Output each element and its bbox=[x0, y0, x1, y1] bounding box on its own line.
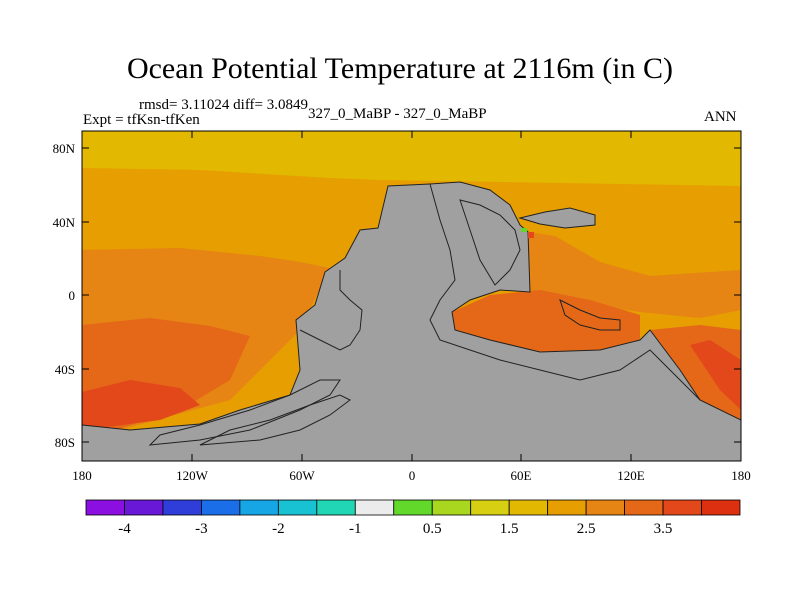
map-title: Ocean Potential Temperature at 2116m (in… bbox=[126, 52, 674, 85]
lon-label-120w: 120W bbox=[176, 468, 209, 483]
land-mass bbox=[81, 181, 742, 462]
lat-label-40n: 40N bbox=[53, 215, 76, 230]
colorbar-label: -2 bbox=[272, 521, 285, 537]
land-island-north bbox=[518, 207, 596, 229]
colorbar-swatch bbox=[354, 499, 395, 516]
colorbar-label: 3.5 bbox=[654, 521, 673, 537]
coastline-inner-basin bbox=[459, 199, 521, 286]
colorbar-swatch bbox=[585, 499, 625, 516]
colorbar-label: -4 bbox=[118, 521, 131, 537]
colorbar-label: 0.5 bbox=[423, 521, 442, 537]
colorbar-swatch bbox=[470, 499, 510, 516]
colorbar-swatch bbox=[624, 499, 664, 516]
experiment-label: Expt = tfKsn-tfKen bbox=[83, 112, 200, 128]
colorbar-label: 1.5 bbox=[500, 521, 519, 537]
lon-label-180e: 180 bbox=[731, 468, 751, 483]
ocean-band-hottest-pacific bbox=[82, 380, 200, 428]
colorbar-swatch bbox=[547, 499, 587, 516]
ocean-band-hot-indian bbox=[452, 290, 640, 352]
colorbar-swatch bbox=[393, 499, 433, 516]
colorbar-swatch bbox=[316, 499, 356, 516]
colorbar-swatch bbox=[277, 499, 318, 516]
lon-label-0: 0 bbox=[409, 468, 416, 483]
colorbar-swatch bbox=[239, 499, 279, 516]
lat-label-80s: 80S bbox=[55, 435, 75, 450]
ocean-band-hottest-east bbox=[690, 340, 741, 410]
coastline-east-island bbox=[559, 299, 621, 331]
lat-label-40s: 40S bbox=[55, 362, 75, 377]
map-panel: 80N 40N 0 40S 80S 180 120W 60W bbox=[53, 130, 751, 483]
colorbar-swatch bbox=[162, 499, 202, 516]
lon-axis-labels: 180 120W 60W 0 60E 120E 180 bbox=[72, 468, 751, 483]
lon-label-60e: 60E bbox=[511, 468, 532, 483]
colorbar-label: -3 bbox=[195, 521, 208, 537]
coastline-south-outline-2 bbox=[199, 394, 351, 446]
lon-label-120e: 120E bbox=[617, 468, 645, 483]
coastline-east-outline bbox=[429, 183, 701, 401]
colorbar-label: -1 bbox=[349, 521, 362, 537]
lon-label-60w: 60W bbox=[289, 468, 315, 483]
colorbar-swatch bbox=[508, 499, 549, 516]
colorbar-swatch bbox=[431, 499, 472, 516]
period-label: ANN bbox=[704, 109, 737, 125]
colorbar-swatch bbox=[662, 499, 702, 516]
colorbar-swatch bbox=[201, 499, 241, 516]
red-anomaly-patch bbox=[528, 232, 534, 238]
lat-axis-labels: 80N 40N 0 40S 80S bbox=[53, 141, 76, 450]
lat-label-0: 0 bbox=[69, 288, 76, 303]
lon-axis-ticks bbox=[81, 131, 742, 461]
colorbar: -4 -3 -2 -1 0.5 1.5 2.5 3.5 bbox=[85, 499, 741, 537]
coastline-west-inner bbox=[299, 270, 363, 351]
ocean-band-warm-indian bbox=[528, 232, 741, 318]
lat-label-80n: 80N bbox=[53, 141, 76, 156]
green-anomaly-patch bbox=[521, 228, 527, 232]
comparison-label: 327_0_MaBP - 327_0_MaBP bbox=[308, 106, 487, 122]
lon-label-180w: 180 bbox=[72, 468, 92, 483]
stats-text: rmsd= 3.11024 diff= 3.0849 bbox=[139, 97, 308, 113]
colorbar-label: 2.5 bbox=[577, 521, 596, 537]
coastline-south-outline bbox=[148, 379, 341, 446]
lat-axis-ticks bbox=[82, 147, 741, 443]
colorbar-swatch bbox=[124, 499, 164, 516]
colorbar-swatch bbox=[85, 499, 125, 516]
colorbar-swatch bbox=[701, 499, 741, 516]
